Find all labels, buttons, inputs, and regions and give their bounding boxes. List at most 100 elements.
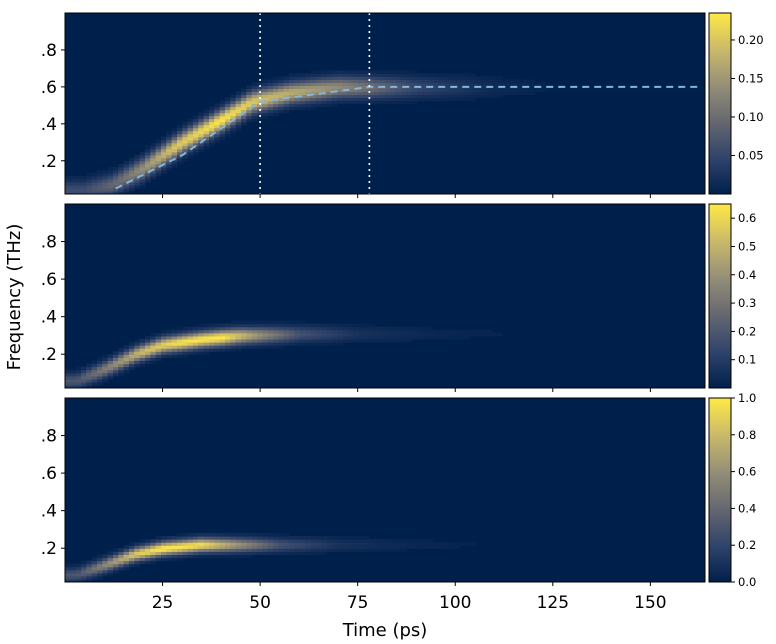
heatmap-cell (214, 554, 221, 559)
heatmap-cell (299, 326, 306, 331)
heatmap-cell (395, 100, 402, 105)
heatmap-cell (347, 70, 354, 74)
heatmap-cell (305, 100, 311, 105)
heatmap-cell (209, 106, 215, 111)
heatmap-cell (65, 563, 71, 568)
heatmap-cell (150, 342, 157, 346)
heatmap-cell (139, 560, 146, 565)
heatmap-cell (102, 569, 109, 574)
heatmap-cell (379, 332, 386, 337)
heatmap-cell (129, 545, 135, 549)
heatmap-cell (294, 551, 301, 555)
heatmap-cell (230, 115, 237, 120)
heatmap-cell (214, 548, 221, 552)
heatmap-cell (337, 76, 343, 80)
heatmap-cell (161, 351, 167, 355)
heatmap-cell (91, 572, 98, 577)
heatmap-cell (347, 329, 354, 334)
heatmap-cell (177, 545, 183, 549)
heatmap-cell (433, 335, 439, 340)
heatmap-cell (209, 121, 215, 126)
heatmap-cell (209, 124, 215, 129)
heatmap-cell (385, 338, 391, 343)
heatmap-cell (310, 539, 317, 543)
heatmap-cell (289, 536, 295, 540)
heatmap-cell (358, 338, 365, 343)
heatmap-cell (129, 366, 135, 371)
heatmap-cell (257, 551, 263, 555)
heatmap-cell (177, 332, 183, 337)
heatmap-cell (310, 326, 317, 331)
heatmap-cell (123, 369, 130, 374)
heatmap-cell (177, 532, 183, 537)
heatmap-cell (481, 329, 487, 334)
heatmap-cell (347, 94, 354, 99)
heatmap-cell (203, 121, 210, 126)
heatmap-cell (475, 82, 482, 86)
heatmap-cell (433, 73, 439, 77)
heatmap-cell (459, 335, 466, 340)
heatmap-cell (209, 342, 215, 346)
heatmap-cell (337, 542, 343, 546)
heatmap-cell (326, 542, 333, 546)
heatmap-cell (203, 348, 210, 352)
heatmap-cell (299, 548, 306, 552)
heatmap-cell (374, 94, 381, 99)
heatmap-cell (385, 70, 391, 74)
heatmap-cell (177, 145, 183, 150)
heatmap-cell (417, 97, 423, 102)
heatmap-cell (241, 335, 247, 340)
heatmap-cell (262, 542, 269, 546)
heatmap-cell (278, 539, 285, 543)
heatmap-cell (193, 548, 199, 552)
heatmap-cell (193, 342, 199, 346)
heatmap-cell (369, 73, 375, 77)
colorbar-tick-label: 0.3 (738, 296, 756, 310)
heatmap-cell (353, 100, 359, 105)
heatmap-cell (65, 372, 71, 377)
heatmap-cell (97, 575, 103, 580)
heatmap-cell (379, 94, 386, 99)
heatmap-cell (337, 342, 343, 346)
heatmap-cell (283, 76, 290, 80)
heatmap-cell (161, 554, 167, 559)
heatmap-cell (465, 335, 471, 340)
heatmap-cell (278, 548, 285, 552)
heatmap-cell (449, 332, 455, 337)
heatmap-cell (289, 103, 295, 108)
heatmap-cell (486, 332, 493, 337)
heatmap-cell (502, 79, 509, 83)
heatmap-cell (315, 94, 322, 99)
heatmap-cell (107, 375, 114, 380)
heatmap-cell (75, 578, 82, 582)
heatmap-cell (294, 539, 301, 543)
heatmap-cell (86, 181, 93, 186)
heatmap-cell (139, 166, 146, 171)
heatmap-cell (278, 329, 285, 334)
heatmap-cell (374, 338, 381, 343)
heatmap-cell (145, 178, 151, 183)
heatmap-cell (358, 323, 365, 328)
heatmap-cell (251, 112, 258, 117)
heatmap-cell (401, 100, 407, 105)
heatmap-cell (273, 88, 279, 93)
heatmap-cell (91, 557, 98, 562)
heatmap-cell (465, 329, 471, 334)
heatmap-cell (182, 354, 189, 358)
heatmap-cell (289, 76, 295, 80)
heatmap-cell (267, 551, 274, 555)
heatmap-cell (342, 94, 349, 99)
heatmap-cell (411, 88, 418, 93)
heatmap-cell (294, 329, 301, 334)
heatmap-cell (459, 88, 466, 93)
heatmap-cell (262, 342, 269, 346)
heatmap-cell (86, 563, 93, 568)
heatmap-cell (257, 88, 263, 93)
heatmap-cell (145, 351, 151, 355)
heatmap-cell (390, 539, 397, 543)
heatmap-cell (310, 100, 317, 105)
heatmap-cell (198, 551, 205, 555)
heatmap-cell (337, 548, 343, 552)
heatmap-cell (299, 536, 306, 540)
heatmap-cell (379, 76, 386, 80)
